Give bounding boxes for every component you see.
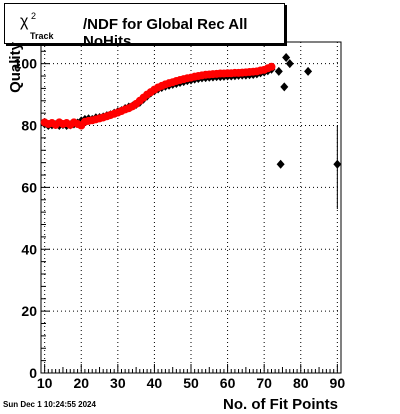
y-axis-label: Quality xyxy=(6,42,24,93)
title-subscript: Track xyxy=(30,31,54,41)
datestamp: Sun Dec 1 10:24:55 2024 xyxy=(3,400,96,409)
data-point-black xyxy=(282,52,291,62)
x-tick-label: 90 xyxy=(330,375,346,391)
x-tick-label: 60 xyxy=(220,375,236,391)
data-point-black xyxy=(285,59,294,69)
y-tick-label: 40 xyxy=(21,241,37,257)
y-tick-label: 0 xyxy=(29,365,37,381)
x-tick-label: 50 xyxy=(183,375,199,391)
chart-title: /NDF for Global Rec All NoHits xyxy=(83,16,248,50)
x-tick-label: 30 xyxy=(110,375,126,391)
x-tick-label: 70 xyxy=(256,375,272,391)
data-point-black xyxy=(274,66,283,76)
y-tick-label: 20 xyxy=(21,303,37,319)
y-tick-label: 80 xyxy=(21,118,37,134)
data-point-black xyxy=(304,66,313,76)
plot-frame xyxy=(40,41,342,374)
title-superscript: 2 xyxy=(31,11,37,21)
x-tick-label: 80 xyxy=(293,375,309,391)
x-tick-label: 20 xyxy=(73,375,89,391)
x-tick-label: 10 xyxy=(37,375,53,391)
data-points xyxy=(40,52,342,169)
y-tick-label: 60 xyxy=(21,179,37,195)
title-chi-symbol: χ xyxy=(20,13,29,30)
x-axis-label: No. of Fit Points xyxy=(223,396,338,413)
data-point-black xyxy=(333,159,342,169)
x-tick-label: 40 xyxy=(147,375,163,391)
y-tick-label: 100 xyxy=(14,56,38,72)
title-box: χ 2 Track /NDF for Global Rec All NoHits xyxy=(4,3,285,50)
data-point-red xyxy=(267,62,276,71)
data-point-black xyxy=(280,82,289,92)
axes: 10 20 30 40 50 60 70 80 90 0 20 40 60 80 100 xyxy=(14,50,346,391)
data-point-black xyxy=(276,159,285,169)
